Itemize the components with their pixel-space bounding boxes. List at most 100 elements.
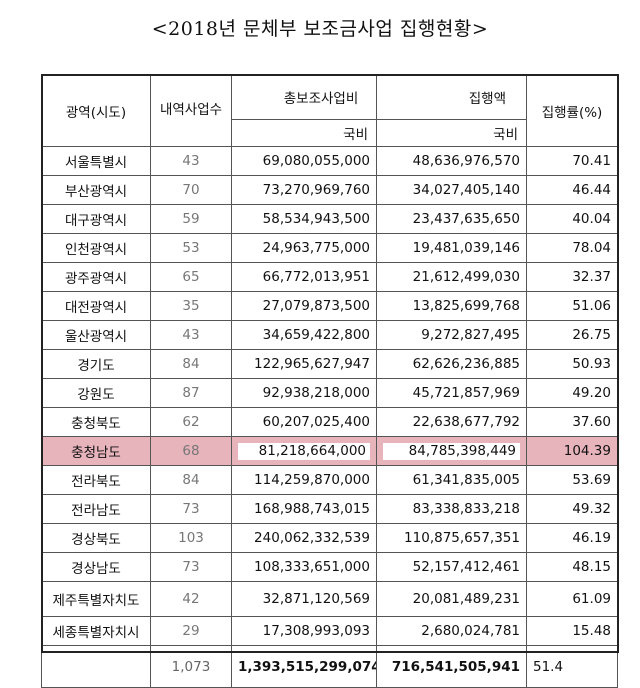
cell-count: 29 — [150, 616, 232, 646]
cell-rate: 40.04 — [526, 204, 618, 234]
cell-count: 35 — [150, 291, 232, 321]
table-row: 대구광역시 59 58,534,943,500 23,437,635,650 40.04 — [41, 204, 618, 234]
header-count: 내역사업수 — [150, 74, 232, 147]
cell-subsidy: 108,333,651,000 — [231, 552, 377, 582]
cell-region: 부산광역시 — [41, 175, 151, 205]
cell-executed: 45,721,857,969 — [376, 378, 527, 408]
cell-rate: 37.60 — [526, 407, 618, 437]
cell-executed: 84,785,398,449 — [376, 436, 527, 466]
cell-executed: 61,341,835,005 — [376, 465, 527, 495]
table-row: 경기도 84 122,965,627,947 62,626,236,885 50.93 — [41, 349, 618, 379]
total-row: 1,073 1,393,515,299,074 716,541,505,941 51.… — [41, 645, 618, 688]
cell-region: 경상남도 — [41, 552, 151, 582]
cell-count: 68 — [150, 436, 232, 466]
cell-count: 84 — [150, 465, 232, 495]
cell-count: 70 — [150, 175, 232, 205]
table-row: 제주특별자치도 42 32,871,120,569 20,081,489,231 61.… — [41, 581, 618, 617]
cell-executed: 13,825,699,768 — [376, 291, 527, 321]
cell-rate: 51.06 — [526, 291, 618, 321]
cell-subsidy: 122,965,627,947 — [231, 349, 377, 379]
table-row: 울산광역시 43 34,659,422,800 9,272,827,495 26.75 — [41, 320, 618, 350]
subsidy-table: 광역(시도) 내역사업수 총보조사업비 집행액 집행률(%) 국비 국비 서울특… — [41, 74, 618, 688]
table-row: 충청남도 68 81,218,664,000 84,785,398,449 104.39 — [41, 436, 618, 466]
cell-subsidy: 66,772,013,951 — [231, 262, 377, 292]
cell-region: 경기도 — [41, 349, 151, 379]
total-executed: 716,541,505,941 — [376, 645, 527, 688]
header-total-subsidy: 총보조사업비 — [231, 74, 377, 120]
cell-count: 42 — [150, 581, 232, 617]
cell-executed: 22,638,677,792 — [376, 407, 527, 437]
table-row: 세종특별자치시 29 17,308,993,093 2,680,024,781 15.4… — [41, 616, 618, 646]
cell-rate: 46.19 — [526, 523, 618, 553]
cell-region: 제주특별자치도 — [41, 581, 151, 617]
cell-count: 103 — [150, 523, 232, 553]
cell-executed: 62,626,236,885 — [376, 349, 527, 379]
cell-rate: 53.69 — [526, 465, 618, 495]
cell-region: 인천광역시 — [41, 233, 151, 263]
cell-rate: 32.37 — [526, 262, 618, 292]
total-rate: 51.4 — [526, 645, 618, 688]
table-row: 대전광역시 35 27,079,873,500 13,825,699,768 51.06 — [41, 291, 618, 321]
cell-subsidy: 114,259,870,000 — [231, 465, 377, 495]
header-region: 광역(시도) — [41, 74, 151, 147]
cell-region: 대구광역시 — [41, 204, 151, 234]
cell-subsidy: 34,659,422,800 — [231, 320, 377, 350]
cell-executed: 2,680,024,781 — [376, 616, 527, 646]
cell-executed: 34,027,405,140 — [376, 175, 527, 205]
cell-executed: 110,875,657,351 — [376, 523, 527, 553]
table-row: 부산광역시 70 73,270,969,760 34,027,405,140 46.44 — [41, 175, 618, 205]
cell-subsidy: 17,308,993,093 — [231, 616, 377, 646]
table-row: 경상남도 73 108,333,651,000 52,157,412,461 48.15 — [41, 552, 618, 582]
cell-region: 울산광역시 — [41, 320, 151, 350]
cell-region: 경상북도 — [41, 523, 151, 553]
cell-rate: 78.04 — [526, 233, 618, 263]
cell-executed: 20,081,489,231 — [376, 581, 527, 617]
table-row: 광주광역시 65 66,772,013,951 21,612,499,030 32.37 — [41, 262, 618, 292]
cell-region: 충청북도 — [41, 407, 151, 437]
cell-region: 전라북도 — [41, 465, 151, 495]
cell-rate: 50.93 — [526, 349, 618, 379]
cell-rate: 49.32 — [526, 494, 618, 524]
cell-count: 73 — [150, 552, 232, 582]
cell-executed-value: 84,785,398,449 — [383, 442, 520, 460]
cell-subsidy: 168,988,743,015 — [231, 494, 377, 524]
cell-subsidy: 73,270,969,760 — [231, 175, 377, 205]
cell-rate: 46.44 — [526, 175, 618, 205]
cell-subsidy: 58,534,943,500 — [231, 204, 377, 234]
total-label — [41, 645, 151, 688]
table-row: 충청북도 62 60,207,025,400 22,638,677,792 37.60 — [41, 407, 618, 437]
total-subsidy: 1,393,515,299,074 — [231, 645, 377, 688]
cell-rate: 49.20 — [526, 378, 618, 408]
cell-subsidy: 32,871,120,569 — [231, 581, 377, 617]
cell-count: 59 — [150, 204, 232, 234]
cell-executed: 52,157,412,461 — [376, 552, 527, 582]
cell-executed: 9,272,827,495 — [376, 320, 527, 350]
cell-subsidy: 69,080,055,000 — [231, 146, 377, 176]
cell-subsidy: 60,207,025,400 — [231, 407, 377, 437]
cell-subsidy: 81,218,664,000 — [231, 436, 377, 466]
cell-subsidy: 27,079,873,500 — [231, 291, 377, 321]
table-row: 인천광역시 53 24,963,775,000 19,481,039,146 78.04 — [41, 233, 618, 263]
total-count: 1,073 — [150, 645, 232, 688]
table-row: 강원도 87 92,938,218,000 45,721,857,969 49.20 — [41, 378, 618, 408]
header-rate: 집행률(%) — [526, 74, 618, 147]
cell-subsidy: 24,963,775,000 — [231, 233, 377, 263]
cell-executed: 48,636,976,570 — [376, 146, 527, 176]
cell-count: 43 — [150, 320, 232, 350]
cell-count: 62 — [150, 407, 232, 437]
cell-rate: 15.48 — [526, 616, 618, 646]
cell-subsidy-value: 81,218,664,000 — [238, 442, 370, 460]
cell-region: 충청남도 — [41, 436, 151, 466]
cell-region: 서울특별시 — [41, 146, 151, 176]
cell-subsidy: 92,938,218,000 — [231, 378, 377, 408]
cell-count: 87 — [150, 378, 232, 408]
cell-region: 광주광역시 — [41, 262, 151, 292]
cell-subsidy: 240,062,332,539 — [231, 523, 377, 553]
cell-region: 세종특별자치시 — [41, 616, 151, 646]
cell-count: 53 — [150, 233, 232, 263]
header-subsidy-national: 국비 — [231, 119, 377, 147]
cell-count: 65 — [150, 262, 232, 292]
cell-count: 43 — [150, 146, 232, 176]
cell-count: 84 — [150, 349, 232, 379]
cell-rate: 48.15 — [526, 552, 618, 582]
